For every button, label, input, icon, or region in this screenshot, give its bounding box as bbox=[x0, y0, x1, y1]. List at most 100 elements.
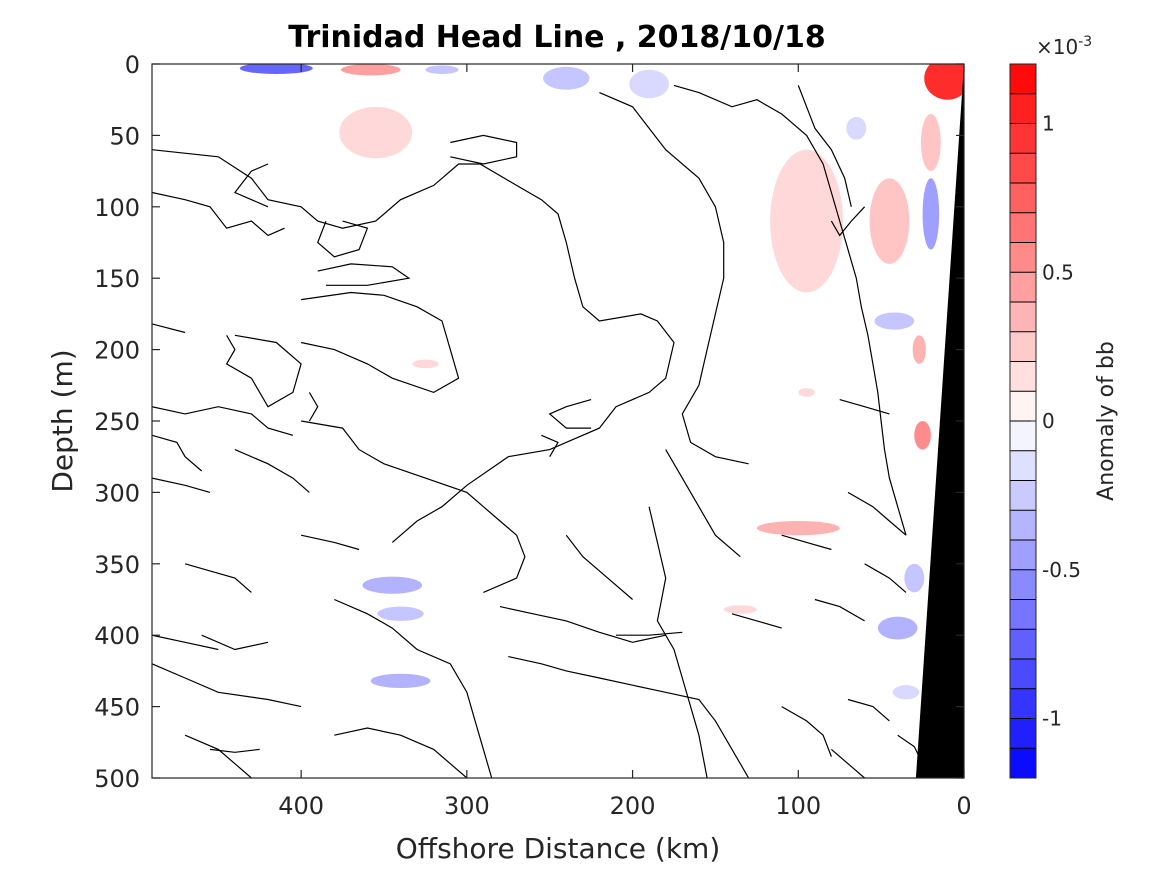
positive-anomaly-patch bbox=[869, 178, 910, 264]
colorbar-tick-label: -1 bbox=[1042, 707, 1062, 731]
colorbar-level bbox=[1010, 748, 1036, 779]
y-tick-label: 500 bbox=[94, 765, 140, 793]
zero-contour-line bbox=[184, 734, 252, 778]
y-tick-label: 400 bbox=[94, 622, 140, 650]
negative-anomaly-patch bbox=[543, 66, 590, 90]
colorbar-level bbox=[1010, 629, 1036, 660]
zero-contour-line bbox=[334, 598, 493, 778]
colorbar-exponent: ×10-3 bbox=[1036, 34, 1092, 59]
zero-contour-line bbox=[234, 449, 310, 493]
x-tick-label: 0 bbox=[956, 792, 971, 820]
colorbar-level bbox=[1010, 302, 1036, 333]
y-tick-label: 300 bbox=[94, 479, 140, 507]
positive-anomaly-patch bbox=[770, 149, 844, 293]
zero-contour-line bbox=[508, 656, 750, 778]
positive-anomaly-patch bbox=[339, 106, 413, 159]
negative-anomaly-patch bbox=[874, 312, 915, 330]
y-tick-label: 50 bbox=[109, 122, 140, 150]
zero-contour-line bbox=[152, 434, 203, 472]
colorbar-level bbox=[1010, 540, 1036, 571]
positive-anomaly-patch bbox=[798, 388, 815, 397]
colorbar-level bbox=[1010, 718, 1036, 749]
colorbar-level bbox=[1010, 212, 1036, 243]
colorbar-level bbox=[1010, 391, 1036, 422]
colorbar-level bbox=[1010, 123, 1036, 154]
plot-content bbox=[152, 64, 964, 778]
zero-contour-line bbox=[152, 663, 302, 708]
zero-contour-line bbox=[225, 334, 302, 408]
x-tick-label: 200 bbox=[610, 792, 656, 820]
zero-contour-line bbox=[300, 291, 460, 394]
plot-area bbox=[152, 64, 964, 778]
zero-contour-line bbox=[864, 563, 907, 593]
negative-anomaly-patch bbox=[362, 576, 423, 594]
zero-contour-line bbox=[184, 563, 252, 593]
zero-contour-line bbox=[152, 477, 211, 493]
positive-anomaly-patch bbox=[723, 605, 757, 614]
bathymetry-shelf bbox=[915, 64, 964, 778]
colorbar: 1 0.5 0 -0.5 -1 bbox=[1009, 63, 1081, 779]
x-axis: 400 300 200 100 0 bbox=[278, 64, 972, 820]
colorbar-level bbox=[1010, 242, 1036, 273]
colorbar-tick-label: -0.5 bbox=[1042, 558, 1081, 582]
zero-contour-line bbox=[830, 206, 866, 237]
y-tick-label: 450 bbox=[94, 694, 140, 722]
zero-contour-line bbox=[209, 748, 260, 753]
zero-contour-line bbox=[152, 191, 285, 237]
negative-anomaly-patch bbox=[629, 69, 670, 99]
zero-contour-line bbox=[565, 534, 633, 600]
colorbar-level bbox=[1010, 153, 1036, 184]
zero-contour-line bbox=[731, 613, 782, 629]
y-tick-label: 150 bbox=[94, 265, 140, 293]
zero-contour-line bbox=[308, 392, 319, 422]
colorbar-level bbox=[1010, 64, 1036, 95]
zero-contour-line bbox=[599, 92, 749, 465]
zero-contour-line bbox=[548, 399, 592, 429]
y-axis: 0 50 100 150 200 250 300 350 400 450 500 bbox=[94, 51, 964, 793]
colorbar-tick-label: 0.5 bbox=[1042, 260, 1074, 284]
x-tick-label: 100 bbox=[775, 792, 821, 820]
colorbar-level bbox=[1010, 569, 1036, 600]
colorbar-exponent-power: -3 bbox=[1078, 34, 1092, 50]
positive-anomaly-patch bbox=[412, 359, 439, 369]
colorbar-level bbox=[1010, 510, 1036, 541]
zero-contour-line bbox=[233, 163, 269, 208]
negative-anomaly-patch bbox=[377, 606, 424, 621]
y-tick-label: 0 bbox=[125, 51, 140, 79]
negative-anomaly-patch bbox=[904, 563, 925, 593]
colorbar-level bbox=[1010, 421, 1036, 452]
zero-contour-line bbox=[316, 220, 369, 258]
zero-contour-line bbox=[781, 706, 832, 757]
zero-contour-line bbox=[781, 534, 832, 551]
x-tick-label: 400 bbox=[278, 792, 324, 820]
colorbar-label: Anomaly of bb bbox=[1094, 341, 1119, 501]
colorbar-level bbox=[1010, 361, 1036, 392]
colorbar-exponent-base: ×10 bbox=[1036, 35, 1078, 59]
zero-contour-line bbox=[665, 449, 741, 558]
colorbar-tick-label: 0 bbox=[1042, 409, 1055, 433]
positive-anomaly-patch bbox=[924, 64, 964, 100]
y-tick-label: 100 bbox=[94, 194, 140, 222]
y-tick-label: 350 bbox=[94, 551, 140, 579]
zero-contour-line bbox=[541, 434, 559, 458]
zero-contour-line bbox=[797, 85, 852, 207]
chart-title: Trinidad Head Line , 2018/10/18 bbox=[288, 20, 825, 55]
zero-contour-line bbox=[814, 598, 865, 622]
negative-anomaly-patch bbox=[370, 673, 431, 689]
y-tick-label: 250 bbox=[94, 408, 140, 436]
negative-anomaly-patch bbox=[922, 178, 940, 250]
zero-contour-line bbox=[152, 634, 219, 651]
colorbar-level bbox=[1010, 183, 1036, 214]
zero-contour-line bbox=[300, 420, 526, 593]
zero-contour-line bbox=[450, 134, 518, 165]
zero-contour-line bbox=[152, 323, 186, 334]
zero-contour-line bbox=[648, 506, 708, 778]
colorbar-level bbox=[1010, 450, 1036, 481]
positive-anomaly-patch bbox=[914, 421, 931, 450]
zero-contour-line bbox=[831, 748, 865, 778]
positive-anomaly-patch bbox=[920, 113, 941, 172]
negative-anomaly-patch bbox=[425, 65, 459, 74]
colorbar-level bbox=[1010, 272, 1036, 303]
y-tick-label: 200 bbox=[94, 337, 140, 365]
